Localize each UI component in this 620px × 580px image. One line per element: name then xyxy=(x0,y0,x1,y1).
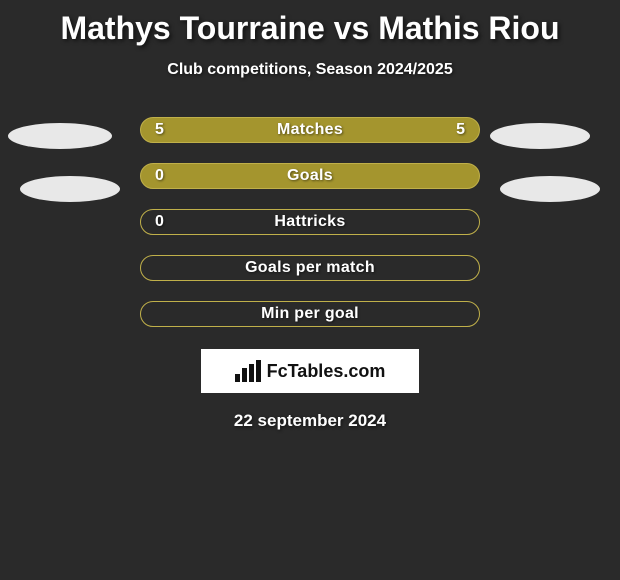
left-value: 5 xyxy=(155,121,164,139)
bar-label: Min per goal xyxy=(261,305,359,323)
decorative-ellipse xyxy=(8,123,112,149)
subtitle: Club competitions, Season 2024/2025 xyxy=(0,61,620,79)
bar-goals-per-match: Goals per match xyxy=(140,255,480,281)
bar-label: Hattricks xyxy=(274,213,345,231)
logo-text: FcTables.com xyxy=(267,361,386,382)
bar-label: Goals per match xyxy=(245,259,375,277)
row-goals-per-match: Goals per match xyxy=(0,255,620,281)
bar-label: Matches xyxy=(277,121,343,139)
bar-min-per-goal: Min per goal xyxy=(140,301,480,327)
date-label: 22 september 2024 xyxy=(0,411,620,431)
decorative-ellipse xyxy=(20,176,120,202)
row-hattricks: 0 Hattricks xyxy=(0,209,620,235)
bar-hattricks: 0 Hattricks xyxy=(140,209,480,235)
bar-label: Goals xyxy=(287,167,333,185)
decorative-ellipse xyxy=(500,176,600,202)
bars-icon xyxy=(235,360,261,382)
bar-goals: 0 Goals xyxy=(140,163,480,189)
decorative-ellipse xyxy=(490,123,590,149)
right-value: 5 xyxy=(456,121,465,139)
row-min-per-goal: Min per goal xyxy=(0,301,620,327)
left-value: 0 xyxy=(155,213,164,231)
left-value: 0 xyxy=(155,167,164,185)
page-title: Mathys Tourraine vs Mathis Riou xyxy=(0,0,620,47)
logo: FcTables.com xyxy=(235,360,386,382)
logo-box: FcTables.com xyxy=(201,349,419,393)
bar-matches: 5 Matches 5 xyxy=(140,117,480,143)
